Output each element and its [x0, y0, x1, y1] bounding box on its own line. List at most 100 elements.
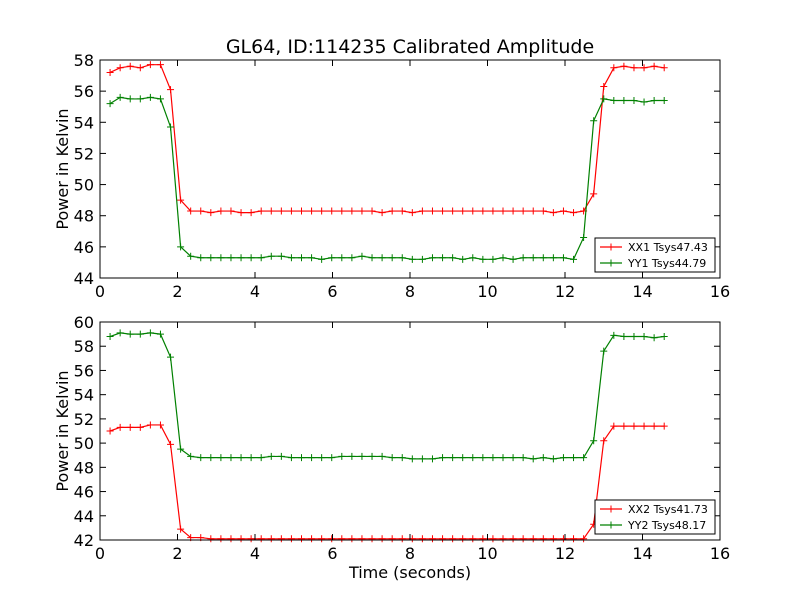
bottom-series-2-point: [428, 455, 436, 463]
bottom-series-2-point: [267, 452, 275, 460]
top-series-2-point: [136, 95, 144, 103]
bottom-legend-marker-2: [607, 521, 615, 529]
top-series-2-point: [459, 255, 467, 263]
bottom-series-1-point: [227, 535, 235, 543]
bottom-legend-marker-1: [607, 505, 615, 513]
bottom-series-2-point: [529, 455, 537, 463]
top-series-2-point: [640, 98, 648, 106]
bottom-series-1-point: [167, 440, 175, 448]
bottom-series-2-point: [318, 454, 326, 462]
bottom-series-1-point: [177, 525, 185, 533]
bottom-series-1-point: [509, 535, 517, 543]
top-y-tick-label: 50: [74, 176, 94, 195]
bottom-series-2-point: [156, 330, 164, 338]
bottom-series-2-point: [499, 454, 507, 462]
bottom-series-2-point: [630, 333, 638, 341]
top-series-1-point: [177, 196, 185, 204]
top-series-1-point: [519, 207, 527, 215]
top-series-2-point: [207, 254, 215, 262]
top-series-2-point: [348, 254, 356, 262]
bottom-series-1-point: [308, 535, 316, 543]
top-series-1-point: [318, 207, 326, 215]
bottom-legend-box: [594, 499, 716, 535]
top-x-tick-label: 14: [632, 282, 652, 301]
top-series-1-point: [499, 207, 507, 215]
top-series-2-point: [126, 95, 134, 103]
top-legend-entry-2: YY1 Tsys44.79: [627, 257, 706, 270]
top-series-2-point: [106, 100, 114, 108]
bottom-series-2-point: [660, 333, 668, 341]
top-x-tick-label: 16: [710, 282, 730, 301]
top-y-tick-label: 56: [74, 82, 94, 101]
top-series-1-point: [156, 61, 164, 69]
bottom-x-tick-label: 4: [250, 544, 260, 563]
top-series-2-point: [358, 252, 366, 260]
bottom-series-2-point: [559, 454, 567, 462]
top-series-1-point: [418, 207, 426, 215]
top-series-1-point: [126, 62, 134, 70]
top-series-2-point: [590, 117, 598, 125]
bottom-series-1-point: [570, 535, 578, 543]
top-legend-entry-1: XX1 Tsys47.43: [628, 241, 708, 254]
top-series-2-point: [449, 254, 457, 262]
bottom-series-2-point: [106, 333, 114, 341]
top-series-2-point: [197, 254, 205, 262]
top-series-2-point: [479, 255, 487, 263]
top-legend-marker-1: [607, 243, 615, 251]
bottom-series-1-point: [136, 423, 144, 431]
top-series-1-point: [136, 64, 144, 72]
top-x-tick-label: 10: [477, 282, 497, 301]
top-series-2-point: [660, 96, 668, 104]
top-series-2-point: [368, 254, 376, 262]
top-x-tick-label: 0: [95, 282, 105, 301]
top-series-1-point: [620, 62, 628, 70]
bottom-series-1-point: [580, 535, 588, 543]
bottom-series-2-point: [136, 330, 144, 338]
top-series-2-point: [539, 254, 547, 262]
top-series-1-point: [449, 207, 457, 215]
bottom-y-tick-label: 44: [74, 507, 94, 526]
top-series-2-point: [559, 254, 567, 262]
bottom-series-1-point: [499, 535, 507, 543]
bottom-series-1-point: [549, 535, 557, 543]
bottom-y-tick-label: 50: [74, 434, 94, 453]
bottom-series-1-point: [358, 535, 366, 543]
bottom-series-1-point: [539, 535, 547, 543]
bottom-x-tick-label: 0: [95, 544, 105, 563]
bottom-series-2-point: [620, 333, 628, 341]
bottom-series-2-point: [640, 333, 648, 341]
bottom-series-2-point: [207, 454, 215, 462]
top-series-1-point: [408, 209, 416, 217]
top-series-1-point: [479, 207, 487, 215]
bottom-series-1-point: [428, 535, 436, 543]
bottom-series-2-point: [650, 334, 658, 342]
bottom-series-1-point: [277, 535, 285, 543]
bottom-series-2-point: [277, 452, 285, 460]
top-series-2-point: [187, 252, 195, 260]
bottom-series-2-point: [489, 454, 497, 462]
top-series-1-point: [187, 207, 195, 215]
top-series-1-point: [287, 207, 295, 215]
bottom-legend-entry-2: YY2 Tsys48.17: [627, 519, 706, 532]
top-series-1-point: [489, 207, 497, 215]
top-series-2-point: [408, 255, 416, 263]
bottom-series-1-point: [660, 422, 668, 430]
top-series-1-point: [146, 61, 154, 69]
top-series-1-point: [610, 64, 618, 72]
top-series-1-point: [197, 207, 205, 215]
top-series-1-point: [398, 207, 406, 215]
top-series-2-point: [580, 234, 588, 242]
bottom-series-1-point: [519, 535, 527, 543]
top-series-1-point: [338, 207, 346, 215]
top-x-tick-label: 6: [327, 282, 337, 301]
top-series-1-point: [167, 86, 175, 94]
top-series-1-point: [237, 209, 245, 217]
bottom-series-1-point: [267, 535, 275, 543]
top-series-2-point: [308, 254, 316, 262]
bottom-y-tick-label: 42: [74, 531, 94, 550]
bottom-y-tick-label: 60: [74, 313, 94, 332]
bottom-series-1-point: [146, 421, 154, 429]
bottom-series-1-point: [620, 422, 628, 430]
bottom-series-2-point: [116, 329, 124, 337]
bottom-series-2-point: [398, 454, 406, 462]
